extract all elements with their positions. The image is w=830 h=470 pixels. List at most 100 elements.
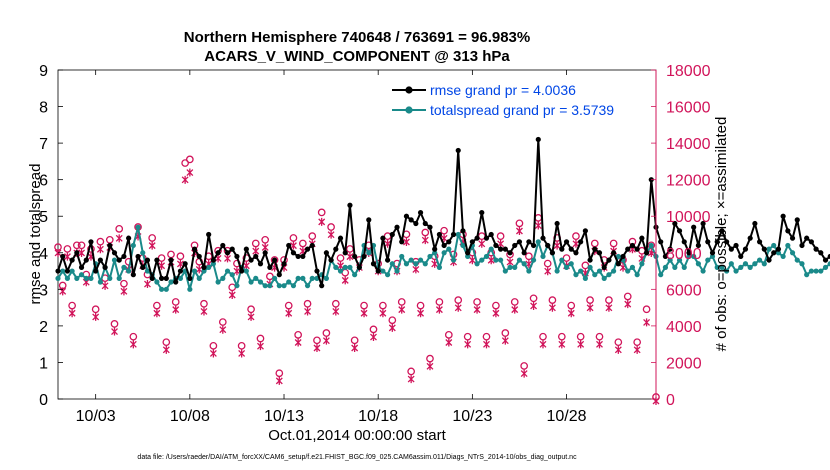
obs-assimilated-marker (242, 261, 250, 270)
obs-assimilated-marker (92, 312, 100, 321)
obs-assimilated-marker (558, 340, 566, 349)
obs-assimilated-marker (511, 305, 519, 314)
totalspread-point (780, 253, 786, 260)
rmse-point (728, 246, 734, 252)
totalspread-point (455, 231, 461, 238)
rmse-point (88, 239, 94, 245)
totalspread-point (403, 261, 410, 267)
totalspread-point (333, 264, 339, 270)
obs-assimilated-marker (614, 345, 622, 354)
totalspread-point (97, 279, 103, 285)
y-left-tick-label: 5 (39, 209, 48, 226)
obs-assimilated-marker (289, 241, 297, 250)
rmse-point (337, 235, 344, 241)
totalspread-point (479, 257, 485, 263)
obs-assimilated-marker (412, 265, 420, 274)
rmse-point (290, 250, 297, 256)
totalspread-point (450, 257, 457, 263)
obs-possible-marker (247, 305, 255, 314)
obs-assimilated-marker (445, 338, 453, 347)
totalspread-point (286, 279, 292, 285)
y-left-tick-label: 4 (39, 246, 48, 263)
obs-assimilated-marker (473, 305, 481, 314)
obs-possible-marker (557, 332, 566, 341)
totalspread-point (191, 268, 198, 274)
rmse-point (573, 250, 579, 256)
rmse-point (540, 235, 546, 241)
y-left-tick-label: 0 (39, 392, 48, 409)
rmse-point (535, 136, 541, 143)
obs-assimilated-marker (322, 336, 330, 345)
totalspread-point (662, 264, 669, 270)
obs-possible-marker (110, 320, 119, 328)
totalspread-point (389, 261, 395, 267)
obs-assimilated-marker (379, 309, 387, 318)
totalspread-point (733, 268, 739, 274)
obs-possible-marker (440, 226, 448, 235)
obs-assimilated-marker (577, 340, 585, 349)
totalspread-point (794, 257, 800, 263)
rmse-point (399, 239, 405, 245)
obs-possible-marker (289, 234, 298, 242)
x-tick-label: 10/08 (170, 408, 210, 425)
totalspread-point (121, 264, 127, 270)
totalspread-point (498, 257, 504, 263)
obs-assimilated-marker (398, 305, 406, 314)
rmse-point (60, 253, 66, 260)
totalspread-point (695, 261, 701, 267)
legend-spread-label: totalspread grand pr = 3.5739 (430, 102, 614, 118)
rmse-point (620, 253, 626, 260)
obs-assimilated-marker (417, 309, 425, 318)
y-left-tick-label: 6 (39, 173, 48, 190)
rmse-point (158, 275, 165, 281)
rmse-point (822, 257, 829, 263)
obs-assimilated-marker (261, 243, 269, 252)
obs-assimilated-marker (68, 309, 76, 318)
obs-possible-marker (586, 296, 594, 304)
rmse-point (465, 250, 471, 256)
obs-assimilated-marker (624, 300, 632, 309)
obs-assimilated-marker (294, 338, 302, 347)
totalspread-point (582, 275, 588, 281)
rmse-point (69, 257, 75, 263)
y-axis-label-right: # of obs: o=possible; ×=assimilated (713, 117, 730, 352)
rmse-point (168, 257, 174, 263)
obs-possible-marker (633, 338, 642, 347)
obs-possible-marker (463, 332, 472, 341)
rmse-point (389, 231, 395, 238)
obs-assimilated-marker (370, 333, 377, 342)
totalspread-point (436, 264, 443, 270)
rmse-point (592, 246, 598, 252)
obs-possible-marker (388, 316, 397, 325)
totalspread-point (808, 268, 814, 274)
totalspread-point (709, 253, 716, 260)
obs-possible-marker (407, 367, 415, 376)
obs-assimilated-marker (520, 369, 528, 378)
totalspread-point (224, 268, 231, 274)
y-right-tick-label: 14000 (666, 136, 711, 153)
rmse-point (276, 272, 282, 278)
rmse-point (691, 224, 697, 230)
rmse-point (154, 257, 160, 263)
rmse-point (611, 250, 617, 256)
rmse-point (483, 235, 490, 241)
rmse-point (102, 264, 108, 270)
totalspread-point (342, 264, 348, 270)
totalspread-point (639, 261, 645, 267)
rmse-point (568, 246, 574, 252)
obs-assimilated-marker (252, 247, 260, 256)
totalspread-point (578, 268, 584, 274)
totalspread-point (634, 272, 640, 278)
obs-possible-marker (454, 296, 463, 304)
obs-possible-marker (237, 341, 246, 350)
totalspread-point (465, 253, 471, 260)
rmse-point (257, 261, 264, 267)
totalspread-point (234, 283, 240, 289)
totalspread-point (116, 275, 122, 281)
obs-assimilated-marker (78, 248, 86, 257)
obs-possible-marker (397, 298, 406, 306)
obs-possible-marker (322, 329, 331, 337)
totalspread-point (526, 268, 532, 274)
totalspread-point (267, 283, 273, 289)
totalspread-point (799, 261, 805, 267)
